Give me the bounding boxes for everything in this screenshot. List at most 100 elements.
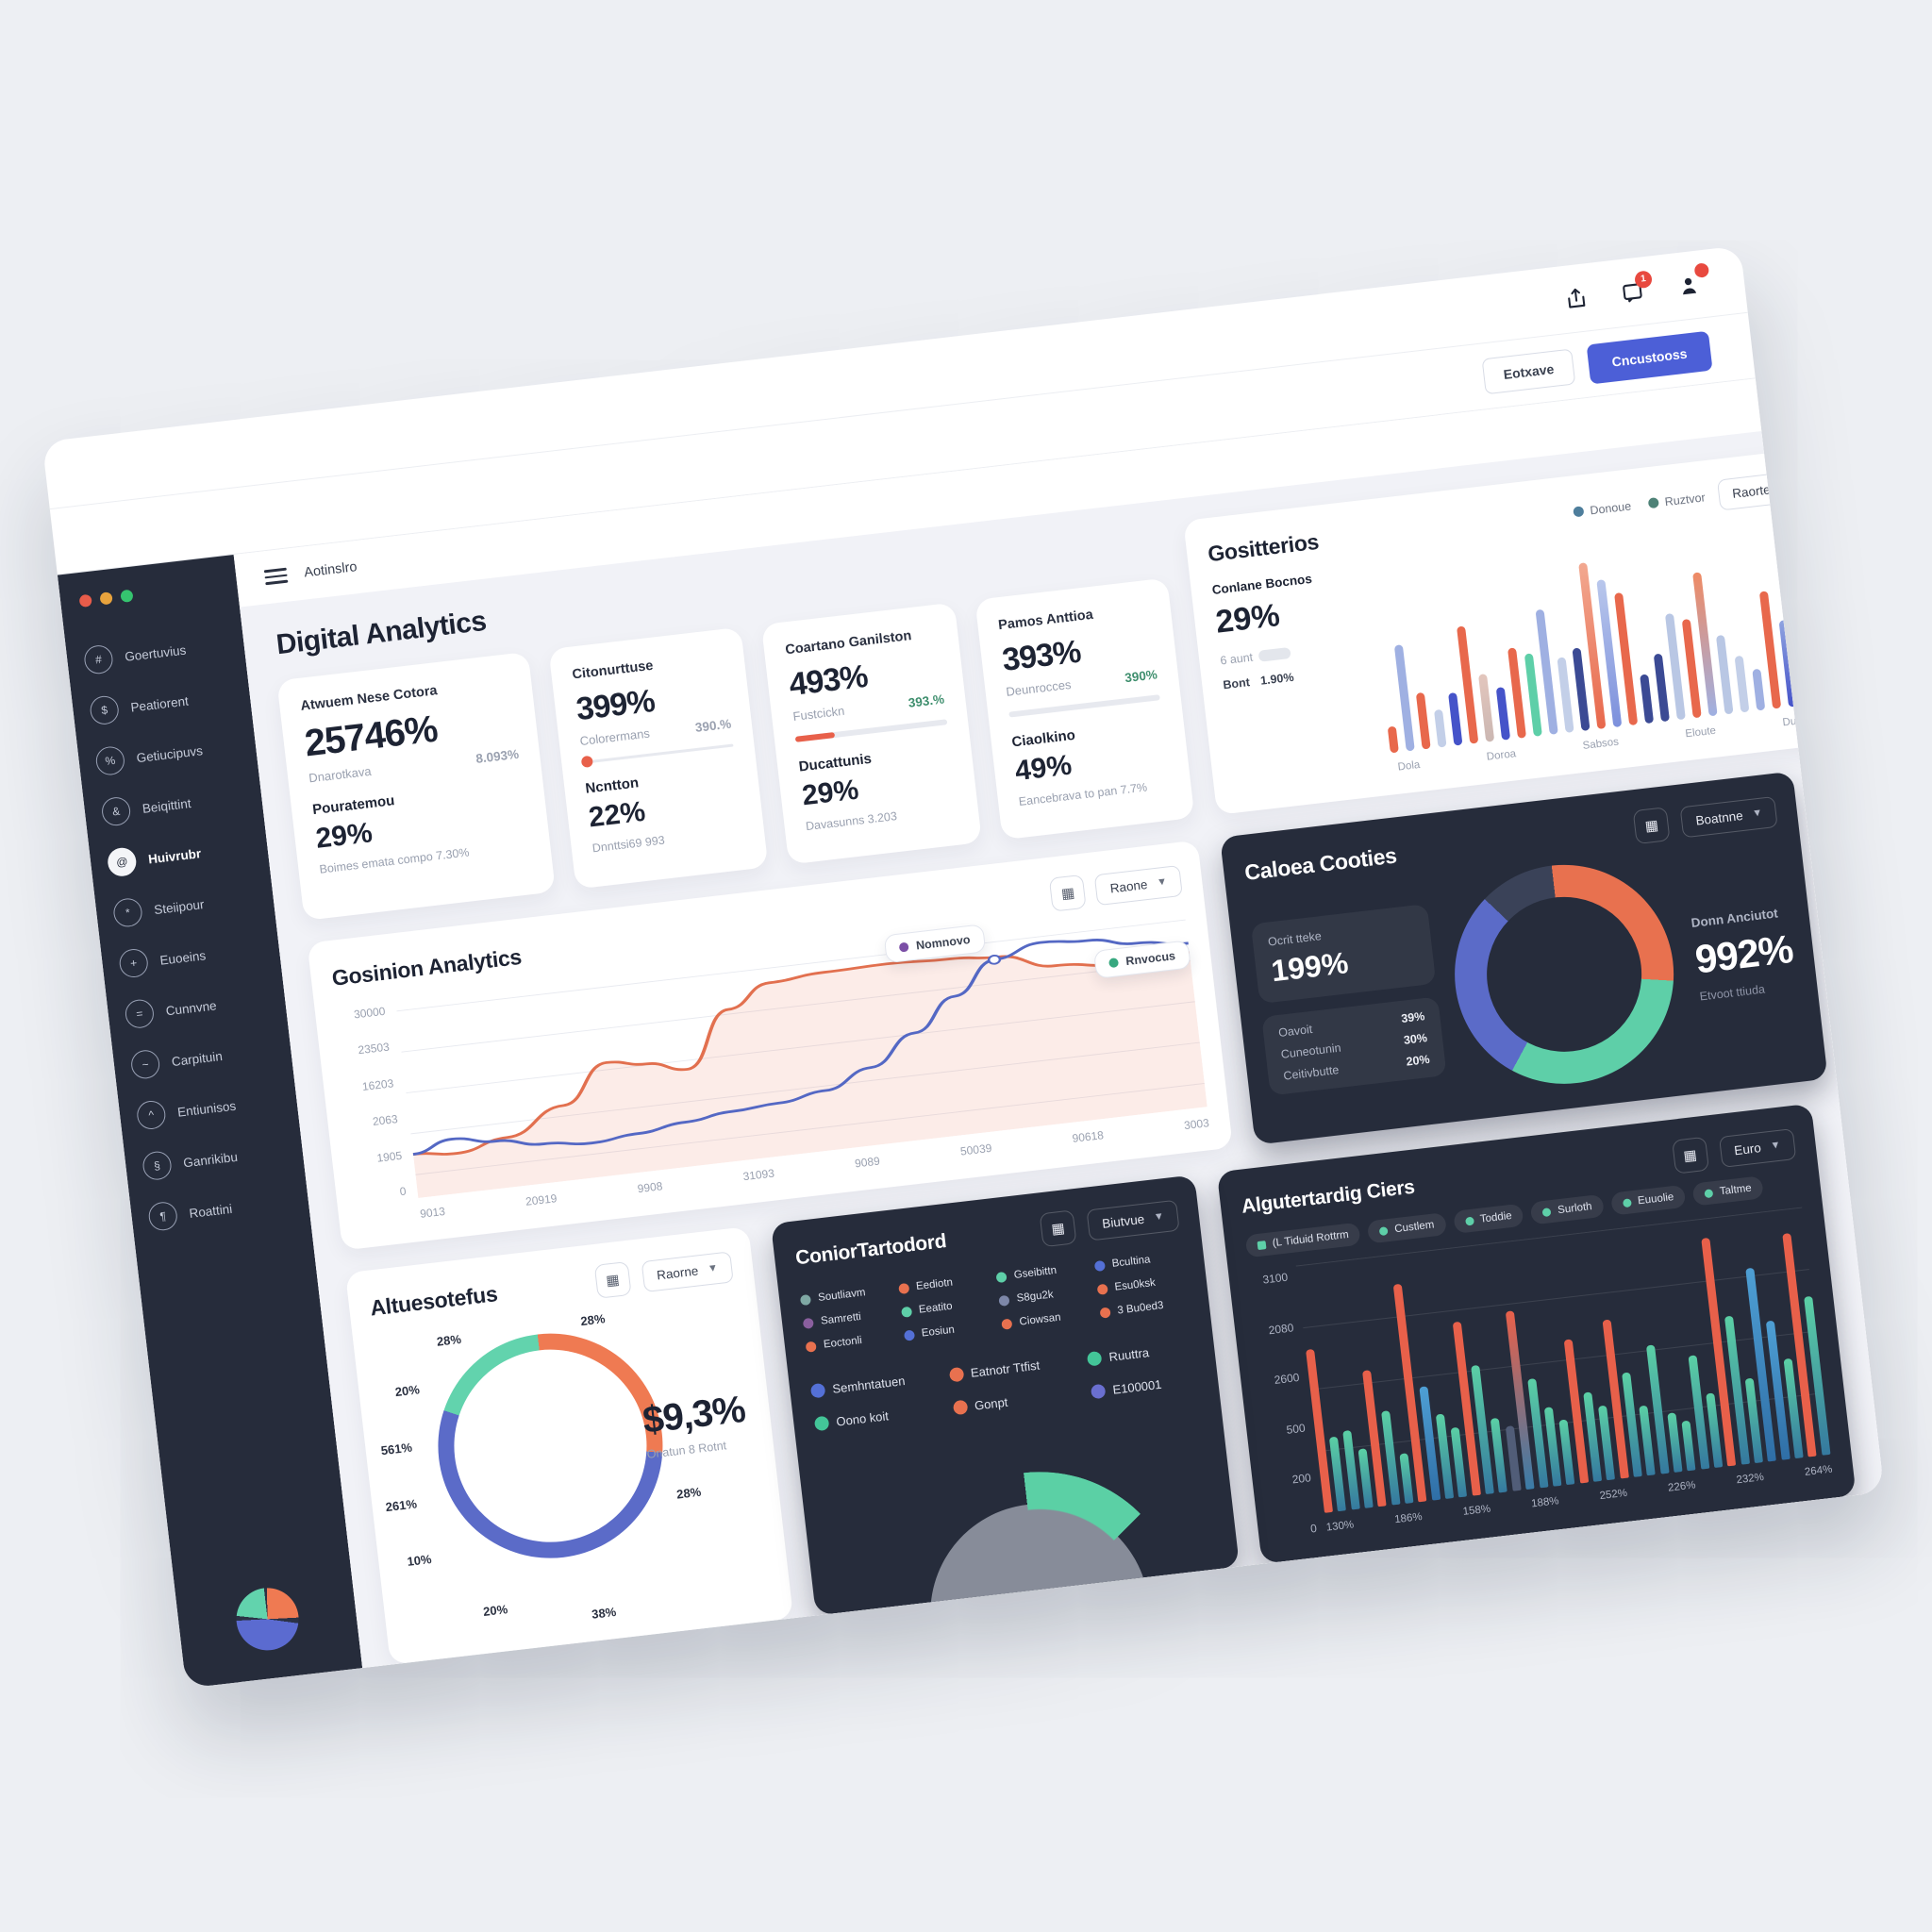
topbar: 1 — [42, 245, 1748, 510]
legend-dot — [1096, 1283, 1108, 1295]
x-tick-label: 264% — [1804, 1463, 1833, 1478]
legend-dot — [897, 1282, 909, 1294]
legend-label: (L Tiduid Rottrm — [1272, 1228, 1350, 1250]
y-tick-label: 0 — [1309, 1521, 1318, 1536]
skeleton-pill — [1257, 646, 1291, 662]
y-tick-label: 30000 — [353, 1004, 387, 1022]
nav-icon: ~ — [129, 1048, 161, 1080]
breakdown-label: Ceitivbutte — [1282, 1062, 1340, 1083]
x-tick-label: 3003 — [1183, 1116, 1210, 1133]
gositterios-card: Gositterios Donoue Ruztvor Raorte ▼ Conlan… — [1183, 446, 1855, 815]
legend-pill[interactable]: (L Tiduid Rottrm — [1244, 1222, 1362, 1258]
y-tick-label: 23503 — [357, 1040, 391, 1058]
legend-dot — [1647, 497, 1659, 509]
legend-label: Ruuttra — [1108, 1345, 1150, 1364]
legend-item: Donoue — [1572, 498, 1632, 519]
stat-card-progress — [1008, 694, 1160, 718]
x-tick-label: Duocuns — [1781, 712, 1826, 729]
ring-label: 28% — [579, 1311, 607, 1329]
cosinion-analytics-card: Gosinion Analytics ▦ Raone ▼ 30000 23503 16… — [307, 840, 1233, 1251]
calendar-icon-button[interactable]: ▦ — [1671, 1136, 1709, 1174]
legend-pill[interactable]: Surloth — [1530, 1193, 1605, 1225]
legend-item: Ciowsan — [1001, 1308, 1091, 1330]
algut-range-dropdown[interactable]: Euro ▼ — [1718, 1127, 1797, 1168]
primary-action-button[interactable]: Cncustooss — [1586, 330, 1713, 384]
pie-logo — [232, 1584, 303, 1654]
legend-pill[interactable]: Custlem — [1367, 1212, 1447, 1244]
ring-label: 10% — [406, 1551, 433, 1569]
breakdown-label: Oavoit — [1277, 1022, 1313, 1040]
nav-icon: @ — [106, 846, 138, 878]
y-tick-label: 0 — [398, 1184, 408, 1199]
stat-card-sub: Colorermans — [578, 725, 651, 749]
caloea-right-sub: Etvoot ttiuda — [1698, 982, 1766, 1003]
legend-label: Gseibittn — [1013, 1264, 1058, 1281]
y-tick-label: 1905 — [375, 1148, 403, 1165]
x-tick-label: 90618 — [1071, 1128, 1105, 1145]
algutertardig-ciers-card: Algutertardig Ciers ▦ Euro ▼ (L Tiduid Ro… — [1216, 1103, 1857, 1564]
legend-label: Donoue — [1589, 498, 1632, 517]
notifications-icon[interactable]: 1 — [1617, 269, 1653, 308]
user-icon[interactable] — [1673, 261, 1710, 301]
calendar-icon-button[interactable]: ▦ — [1049, 874, 1088, 912]
legend-pill[interactable]: Euuolie — [1610, 1184, 1687, 1216]
bar — [1387, 725, 1399, 754]
content: Digital Analytics Atwuem Nese Cotora 2574… — [240, 430, 1885, 1669]
share-icon[interactable] — [1560, 282, 1591, 313]
bar — [1752, 668, 1766, 711]
close-window-dot[interactable] — [78, 593, 92, 608]
caloea-range-dropdown[interactable]: Boatnne ▼ — [1679, 795, 1779, 838]
calendar-icon-button[interactable]: ▦ — [1632, 807, 1671, 845]
gositterios-stats: Conlane Bocnos 29% 6 aunt Bont 1.90% — [1211, 567, 1376, 792]
breakdown-value: 30% — [1403, 1030, 1428, 1047]
altueso-range-dropdown[interactable]: Raorne ▼ — [641, 1250, 734, 1292]
legend-item: Ruuttra — [1086, 1341, 1194, 1367]
sidebar-item-label: Beiqittint — [142, 795, 192, 816]
legend-label: Eosiun — [921, 1324, 956, 1340]
sidebar-item-label: Carpituin — [171, 1048, 224, 1069]
y-tick-label: 500 — [1285, 1421, 1307, 1437]
calendar-icon-button[interactable]: ▦ — [593, 1260, 632, 1299]
calendar-icon-button[interactable]: ▦ — [1039, 1209, 1077, 1248]
bar — [1778, 619, 1798, 708]
bar — [1804, 562, 1829, 704]
cosinion-range-dropdown[interactable]: Raone ▼ — [1093, 864, 1183, 906]
sidebar-item-label: Euoeins — [158, 947, 207, 968]
x-tick-label: 31093 — [741, 1166, 775, 1184]
bar — [1524, 652, 1542, 737]
algut-chart: 130% 186% 158% 188% 252% 226% 232% 264% — [1295, 1207, 1834, 1535]
conior-range-dropdown[interactable]: Biutvue ▼ — [1086, 1199, 1180, 1241]
sidebar-item-label: Getiucipuvs — [135, 742, 204, 765]
maximize-window-dot[interactable] — [120, 589, 134, 603]
bar — [1681, 1420, 1696, 1472]
legend-item: Esu0ksk — [1096, 1274, 1186, 1295]
legend-dot — [809, 1382, 826, 1399]
legend-item: Eosiun — [903, 1320, 992, 1341]
caloea-right-label: Donn Anciutot — [1690, 905, 1779, 930]
sidebar-item-label: Goertuvius — [124, 642, 188, 664]
main: Aotinslro Digital Analytics Atwuem Nese … — [233, 378, 1885, 1669]
legend-label: Esu0ksk — [1113, 1276, 1157, 1293]
legend-dot — [1098, 1307, 1111, 1319]
legend-dot — [1464, 1216, 1474, 1226]
bar — [1357, 1447, 1374, 1508]
legend-pill[interactable]: Taltme — [1691, 1175, 1764, 1207]
gositterios-range-dropdown[interactable]: Raorte ▼ — [1716, 470, 1807, 511]
legend-item: Bcultina — [1093, 1250, 1183, 1272]
bar — [1507, 646, 1527, 739]
nav-title: Aotinslro — [303, 559, 358, 581]
nav-icon: # — [82, 643, 115, 675]
y-tick-label: 2063 — [372, 1112, 399, 1129]
minimize-window-dot[interactable] — [99, 591, 113, 606]
x-tick-label: Sabsos — [1582, 736, 1620, 752]
legend-item: Ruztvor — [1647, 491, 1706, 510]
legend-dot — [1086, 1350, 1103, 1367]
hamburger-menu-icon[interactable] — [263, 567, 289, 586]
legend-item: Eeatito — [900, 1296, 990, 1318]
legend-label: Surloth — [1557, 1201, 1593, 1217]
stat-card-1: Atwuem Nese Cotora 25746% Dnarotkava 8.093%… — [276, 651, 556, 921]
bar — [1681, 619, 1702, 719]
legend-pill[interactable]: Toddie — [1452, 1203, 1524, 1234]
secondary-action-button[interactable]: Eotxave — [1481, 348, 1576, 394]
legend-dot — [903, 1329, 915, 1341]
